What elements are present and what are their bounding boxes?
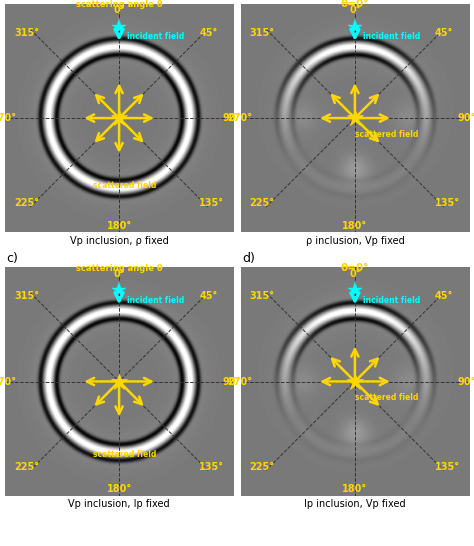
Text: scattered field: scattered field: [93, 450, 156, 459]
Text: scattered field: scattered field: [355, 129, 419, 139]
Text: 45°: 45°: [435, 292, 453, 301]
Text: scattered field: scattered field: [355, 393, 419, 402]
Text: Ip inclusion, Vp fixed: Ip inclusion, Vp fixed: [304, 499, 406, 509]
Text: 45°: 45°: [435, 28, 453, 38]
Text: 45°: 45°: [199, 28, 218, 38]
Text: 315°: 315°: [250, 28, 275, 38]
Text: 180°: 180°: [342, 484, 367, 495]
Text: 315°: 315°: [14, 28, 39, 38]
Text: 270°: 270°: [0, 377, 16, 387]
Text: 270°: 270°: [227, 377, 252, 387]
Text: b): b): [242, 0, 255, 1]
Text: 90°: 90°: [222, 377, 240, 387]
Text: θ=0°: θ=0°: [341, 0, 369, 9]
Text: 270°: 270°: [227, 113, 252, 123]
Text: 135°: 135°: [435, 461, 460, 472]
Text: 135°: 135°: [199, 461, 224, 472]
Text: 225°: 225°: [14, 198, 39, 208]
Text: c): c): [6, 252, 18, 265]
Text: Vp inclusion, ρ fixed: Vp inclusion, ρ fixed: [70, 236, 168, 246]
Text: 135°: 135°: [435, 198, 460, 208]
Text: d): d): [242, 252, 255, 265]
Text: 225°: 225°: [250, 461, 275, 472]
Text: ρ inclusion, Vp fixed: ρ inclusion, Vp fixed: [306, 236, 404, 246]
Text: θ=0°: θ=0°: [341, 263, 369, 273]
Text: 180°: 180°: [342, 221, 367, 231]
Text: 225°: 225°: [250, 198, 275, 208]
Text: 315°: 315°: [250, 292, 275, 301]
Text: 135°: 135°: [199, 198, 224, 208]
Text: 0°: 0°: [349, 269, 361, 278]
Text: 315°: 315°: [14, 292, 39, 301]
Text: incident field: incident field: [363, 296, 420, 305]
Text: scattering angle θ: scattering angle θ: [76, 1, 163, 9]
Text: 90°: 90°: [222, 113, 240, 123]
Text: 0°: 0°: [113, 5, 125, 15]
Text: a): a): [6, 0, 19, 1]
Text: 225°: 225°: [14, 461, 39, 472]
Text: scattering angle θ: scattering angle θ: [76, 264, 163, 273]
Text: 180°: 180°: [107, 484, 132, 495]
Text: 0°: 0°: [349, 5, 361, 15]
Text: incident field: incident field: [127, 296, 184, 305]
Text: Vp inclusion, Ip fixed: Vp inclusion, Ip fixed: [68, 499, 170, 509]
Text: incident field: incident field: [363, 32, 420, 41]
Text: 45°: 45°: [199, 292, 218, 301]
Text: 270°: 270°: [0, 113, 16, 123]
Text: 90°: 90°: [458, 113, 474, 123]
Text: scattered field: scattered field: [93, 181, 156, 190]
Text: 180°: 180°: [107, 221, 132, 231]
Text: 0°: 0°: [113, 269, 125, 278]
Text: incident field: incident field: [127, 32, 184, 41]
Text: 90°: 90°: [458, 377, 474, 387]
